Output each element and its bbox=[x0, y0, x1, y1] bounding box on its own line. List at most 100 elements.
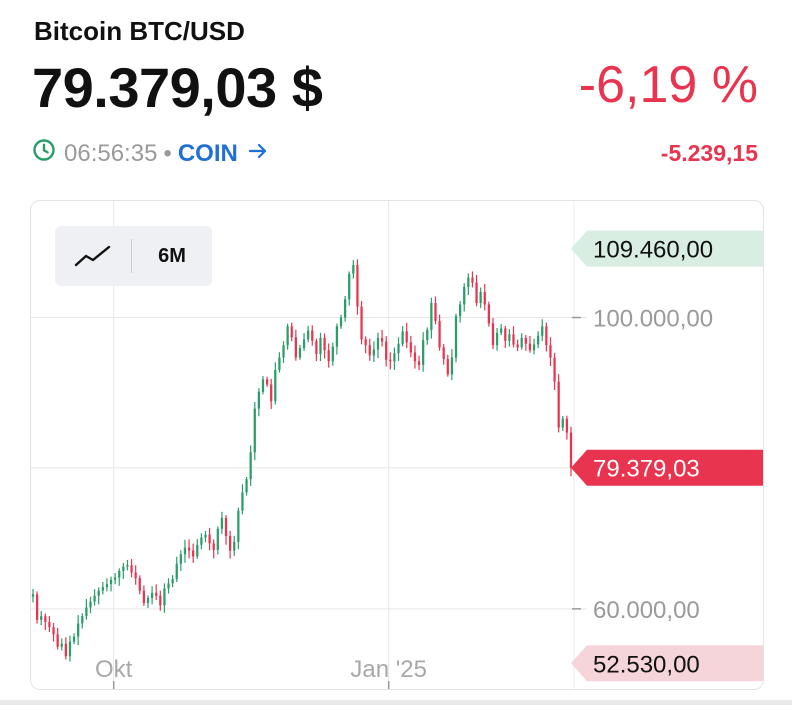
candle-body bbox=[204, 534, 207, 538]
candle-body bbox=[105, 584, 109, 588]
candle-body bbox=[409, 342, 412, 353]
change-absolute: -5.239,15 bbox=[660, 140, 758, 166]
candle-body bbox=[257, 391, 261, 409]
candle-body bbox=[549, 345, 552, 358]
candle-body bbox=[89, 601, 92, 608]
candle-body bbox=[298, 348, 302, 358]
candle-body bbox=[249, 452, 252, 480]
candle-body bbox=[417, 361, 421, 365]
x-tick-label: Okt bbox=[95, 656, 133, 683]
candle-body bbox=[500, 328, 503, 333]
candle-body bbox=[541, 326, 544, 336]
candle-body bbox=[343, 299, 347, 318]
candle-body bbox=[171, 579, 174, 584]
candle-body bbox=[504, 328, 507, 341]
candle-body bbox=[524, 337, 527, 344]
source-link[interactable]: COIN bbox=[178, 140, 268, 168]
y-tick-label: 60.000,00 bbox=[593, 597, 700, 624]
candle-body bbox=[380, 337, 384, 342]
line-chart-icon[interactable] bbox=[55, 226, 131, 286]
candle-body bbox=[208, 534, 211, 544]
low-price-badge-label: 52.530,00 bbox=[593, 651, 700, 678]
candle-body bbox=[142, 590, 146, 604]
candle-body bbox=[233, 541, 236, 551]
candle-body bbox=[224, 517, 228, 537]
candle-body bbox=[401, 331, 404, 344]
candle-body bbox=[397, 343, 400, 354]
x-tick-label: Jan '25 bbox=[350, 656, 427, 683]
candle-body bbox=[360, 306, 363, 340]
candle-body bbox=[109, 579, 113, 585]
candle-body bbox=[434, 302, 437, 322]
candle-body bbox=[64, 643, 67, 657]
high-price-badge-bg bbox=[571, 230, 763, 267]
candle-body bbox=[200, 537, 203, 545]
candle-body bbox=[475, 282, 478, 303]
candle-body bbox=[196, 544, 199, 557]
candle-body bbox=[537, 335, 540, 345]
candle-body bbox=[56, 634, 59, 647]
candle-body bbox=[130, 565, 133, 573]
candle-body bbox=[48, 621, 51, 628]
candle-body bbox=[72, 636, 76, 642]
candle-body bbox=[422, 340, 425, 365]
candle-body bbox=[446, 359, 449, 375]
low-price-badge-bg bbox=[571, 645, 763, 682]
candle-body bbox=[175, 563, 178, 580]
candle-body bbox=[265, 379, 269, 385]
current-price-badge-bg bbox=[571, 449, 763, 486]
candle-body bbox=[274, 369, 277, 402]
candle-body bbox=[68, 641, 72, 657]
candle-body bbox=[454, 316, 458, 358]
candle-body bbox=[179, 554, 182, 564]
candle-body bbox=[364, 339, 367, 346]
quote-meta: 06:56:35 • COIN bbox=[32, 138, 268, 169]
candle-body bbox=[52, 627, 55, 635]
candle-body bbox=[356, 265, 359, 307]
quote-time: 06:56:35 bbox=[64, 139, 158, 167]
candle-body bbox=[114, 577, 117, 580]
candle-body bbox=[528, 343, 532, 351]
candle-body bbox=[463, 286, 466, 305]
candle-body bbox=[278, 357, 281, 370]
candle-body bbox=[438, 321, 441, 348]
candle-body bbox=[187, 547, 191, 551]
candle-body bbox=[483, 292, 486, 305]
candle-body bbox=[31, 594, 35, 597]
candle-body bbox=[282, 345, 285, 358]
range-selector-button[interactable]: 6M bbox=[158, 244, 186, 267]
candle-body bbox=[302, 339, 306, 349]
candle-body bbox=[368, 345, 371, 356]
candle-body bbox=[286, 326, 289, 346]
candle-body bbox=[319, 337, 322, 354]
candle-body bbox=[348, 273, 351, 300]
candle-body bbox=[508, 334, 511, 341]
chart-canvas[interactable]: 100.000,00 60.000,00 Okt Jan '25 109.460,00… bbox=[31, 201, 764, 690]
candle-body bbox=[237, 510, 240, 542]
high-price-badge-label: 109.460,00 bbox=[593, 237, 713, 264]
candle-body bbox=[270, 384, 273, 402]
toolbar-divider bbox=[131, 239, 132, 273]
candle-body bbox=[385, 341, 388, 360]
candle-body bbox=[93, 595, 96, 602]
candle-body bbox=[146, 597, 150, 604]
arrow-right-icon bbox=[248, 140, 268, 168]
candle-body bbox=[294, 337, 297, 358]
candle-body bbox=[77, 623, 80, 637]
candle-body bbox=[516, 344, 519, 348]
candle-body bbox=[376, 337, 380, 350]
price-chart[interactable]: 100.000,00 60.000,00 Okt Jan '25 109.460,00… bbox=[30, 200, 764, 690]
current-price: 79.379,03 $ bbox=[32, 56, 323, 119]
bottom-divider bbox=[0, 700, 792, 705]
candle-body bbox=[405, 331, 408, 343]
candle-body bbox=[241, 492, 244, 511]
candle-body bbox=[450, 357, 454, 375]
candle-body bbox=[520, 337, 523, 348]
candle-body bbox=[163, 588, 166, 606]
candle-body bbox=[512, 334, 515, 345]
candle-body bbox=[545, 326, 548, 346]
candle-body bbox=[426, 329, 429, 341]
candle-body bbox=[327, 350, 330, 362]
candle-body bbox=[553, 357, 556, 382]
y-tick-label: 100.000,00 bbox=[593, 306, 713, 333]
